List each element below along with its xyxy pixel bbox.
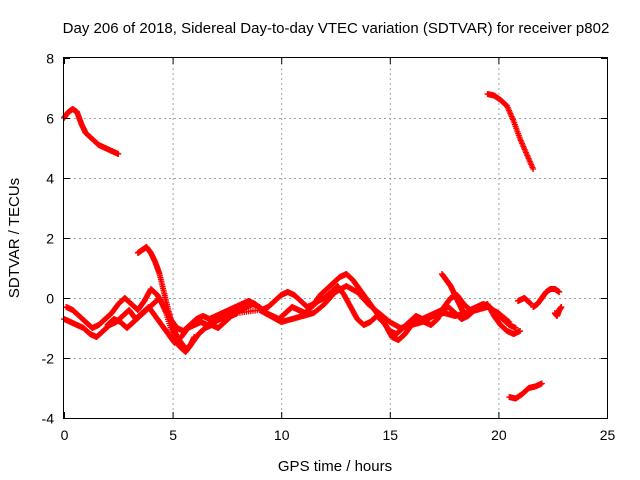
y-tick-label: 6 bbox=[46, 111, 54, 127]
y-tick-label: 4 bbox=[46, 171, 54, 187]
plot-frame bbox=[63, 57, 608, 419]
series-arc-late-high bbox=[484, 91, 537, 172]
x-tick-label: 20 bbox=[491, 427, 507, 443]
data-marks bbox=[61, 91, 565, 402]
axis-ticks: 0 5 10 15 20 25 -4 -2 0 2 4 6 8 bbox=[42, 51, 616, 444]
x-axis-title: GPS time / hours bbox=[278, 458, 392, 475]
data-point bbox=[517, 328, 524, 334]
series-arc-late-dots bbox=[514, 295, 534, 307]
data-point bbox=[556, 289, 563, 295]
data-point bbox=[506, 319, 513, 325]
y-tick-label: 2 bbox=[46, 231, 54, 247]
x-tick-label: 10 bbox=[274, 427, 290, 443]
data-point bbox=[512, 325, 519, 331]
data-point bbox=[558, 304, 565, 310]
series-arc-late-low bbox=[506, 380, 545, 402]
x-tick-label: 0 bbox=[61, 427, 69, 443]
series-arc-early-high bbox=[61, 106, 122, 157]
y-tick-label: 8 bbox=[46, 51, 54, 67]
series-band-main-3 bbox=[104, 283, 513, 355]
x-tick-label: 5 bbox=[169, 427, 177, 443]
y-axis-title: SDTVAR / TECUs bbox=[6, 178, 23, 298]
data-point bbox=[115, 151, 122, 157]
y-tick-label: -2 bbox=[42, 351, 55, 367]
series-arc-evening-drop bbox=[438, 271, 467, 316]
grid-layer bbox=[64, 58, 607, 418]
y-tick-label: -4 bbox=[42, 411, 55, 427]
data-point bbox=[505, 318, 512, 325]
data-point bbox=[460, 310, 467, 316]
series-arc-late-tail bbox=[551, 304, 565, 319]
data-point bbox=[527, 301, 534, 307]
series-arc-late-small bbox=[530, 286, 563, 310]
chart-title: Day 206 of 2018, Sidereal Day-to-day VTE… bbox=[63, 20, 610, 37]
data-point bbox=[538, 380, 545, 387]
data-point bbox=[530, 166, 537, 172]
x-tick-label: 25 bbox=[600, 427, 616, 443]
x-tick-label: 15 bbox=[383, 427, 399, 443]
y-tick-label: 0 bbox=[46, 291, 54, 307]
